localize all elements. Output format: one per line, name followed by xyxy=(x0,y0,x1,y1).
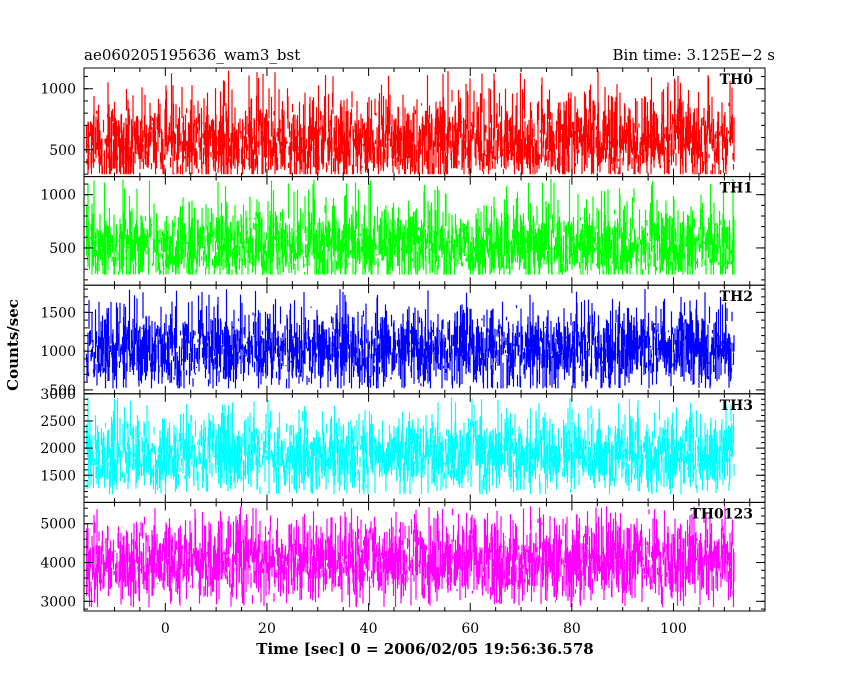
x-tick-label: 100 xyxy=(660,621,687,637)
panel-label-th1: TH1 xyxy=(720,181,753,197)
x-axis-label: Time [sec] 0 = 2006/02/05 19:56:36.578 xyxy=(256,640,593,658)
left-title: ae060205195636_wam3_bst xyxy=(84,46,300,64)
panel-label-th0: TH0 xyxy=(720,72,754,88)
series-th0-line xyxy=(85,70,735,175)
x-tick-label: 60 xyxy=(461,621,479,637)
y-tick-label: 1500 xyxy=(40,305,76,321)
panel-label-th2: TH2 xyxy=(720,289,753,305)
y-axis-label: Counts/sec xyxy=(4,299,22,391)
y-tick-label: 1000 xyxy=(40,344,76,360)
panel-label-th0123: TH0123 xyxy=(690,506,753,522)
series-th3-line xyxy=(85,397,735,495)
series-th0123-line xyxy=(85,506,735,608)
y-tick-label: 3000 xyxy=(40,387,76,403)
series-th2-line xyxy=(85,289,735,389)
y-tick-label: 500 xyxy=(49,383,76,399)
y-tick-label: 1000 xyxy=(40,82,76,98)
panel-frame-th0123 xyxy=(83,501,766,612)
y-tick-label: 3000 xyxy=(40,594,76,610)
y-tick-label: 500 xyxy=(49,241,76,257)
x-tick-label: 0 xyxy=(161,621,170,637)
y-tick-label: 2000 xyxy=(40,441,76,457)
x-tick-label: 20 xyxy=(258,621,276,637)
y-tick-label: 1000 xyxy=(40,188,76,204)
y-tick-label: 1500 xyxy=(40,468,76,484)
y-tick-label: 4000 xyxy=(40,556,76,572)
y-tick-label: 5000 xyxy=(40,517,76,533)
panel-label-th3: TH3 xyxy=(720,398,753,414)
series-th1-line xyxy=(85,178,735,275)
right-title: Bin time: 3.125E−2 s xyxy=(613,46,775,64)
x-tick-label: 80 xyxy=(563,621,581,637)
y-tick-label: 2500 xyxy=(40,414,76,430)
y-tick-label: 500 xyxy=(49,143,76,159)
x-tick-label: 40 xyxy=(360,621,378,637)
